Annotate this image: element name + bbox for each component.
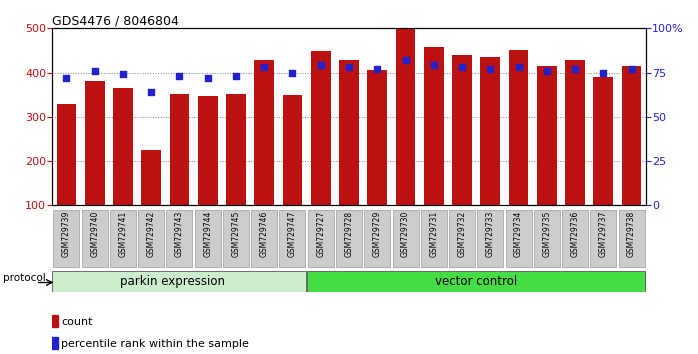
- FancyBboxPatch shape: [591, 210, 616, 267]
- Text: GSM729744: GSM729744: [203, 211, 212, 257]
- Point: [287, 70, 298, 75]
- Text: GSM729734: GSM729734: [514, 211, 523, 257]
- Text: GSM729729: GSM729729: [373, 211, 382, 257]
- Point: [202, 75, 214, 81]
- Point: [117, 72, 128, 77]
- Text: GSM729746: GSM729746: [260, 211, 269, 257]
- Text: GSM729731: GSM729731: [429, 211, 438, 257]
- Bar: [113, 88, 133, 205]
- Point: [230, 73, 242, 79]
- FancyBboxPatch shape: [82, 210, 107, 267]
- Bar: [339, 60, 359, 205]
- Bar: [452, 55, 472, 205]
- Point: [428, 63, 439, 68]
- FancyBboxPatch shape: [167, 210, 193, 267]
- Bar: [85, 81, 105, 205]
- Point: [484, 66, 496, 72]
- Point: [400, 57, 411, 63]
- Text: vector control: vector control: [435, 275, 517, 288]
- FancyBboxPatch shape: [279, 210, 306, 267]
- Point: [513, 64, 524, 70]
- FancyBboxPatch shape: [392, 210, 419, 267]
- Text: GSM729727: GSM729727: [316, 211, 325, 257]
- Text: GSM729736: GSM729736: [570, 211, 579, 257]
- FancyBboxPatch shape: [52, 271, 306, 292]
- Text: GSM729740: GSM729740: [90, 211, 99, 257]
- FancyBboxPatch shape: [308, 210, 334, 267]
- Text: GSM729737: GSM729737: [599, 211, 608, 257]
- Point: [626, 66, 637, 72]
- Text: GSM729728: GSM729728: [345, 211, 353, 257]
- FancyBboxPatch shape: [449, 210, 475, 267]
- FancyBboxPatch shape: [54, 210, 80, 267]
- Bar: [622, 66, 641, 205]
- Bar: [254, 60, 274, 205]
- FancyBboxPatch shape: [562, 210, 588, 267]
- Point: [597, 70, 609, 75]
- Text: count: count: [61, 317, 93, 327]
- FancyBboxPatch shape: [477, 210, 503, 267]
- Text: GSM729741: GSM729741: [119, 211, 128, 257]
- Bar: [52, 315, 57, 327]
- Bar: [424, 47, 444, 205]
- Text: GSM729745: GSM729745: [232, 211, 241, 257]
- Point: [541, 68, 552, 74]
- Text: parkin expression: parkin expression: [120, 275, 225, 288]
- FancyBboxPatch shape: [421, 210, 447, 267]
- Bar: [57, 104, 76, 205]
- Point: [456, 64, 468, 70]
- Point: [371, 66, 383, 72]
- Bar: [509, 51, 528, 205]
- Point: [174, 73, 185, 79]
- Point: [343, 64, 355, 70]
- FancyBboxPatch shape: [223, 210, 249, 267]
- Bar: [311, 51, 331, 205]
- Bar: [170, 94, 189, 205]
- FancyBboxPatch shape: [110, 210, 136, 267]
- Bar: [565, 60, 585, 205]
- Text: GSM729735: GSM729735: [542, 211, 551, 257]
- Text: GSM729743: GSM729743: [175, 211, 184, 257]
- Point: [89, 68, 101, 74]
- Point: [315, 63, 327, 68]
- Text: GDS4476 / 8046804: GDS4476 / 8046804: [52, 14, 179, 27]
- Bar: [593, 77, 613, 205]
- Point: [259, 64, 270, 70]
- Text: GSM729730: GSM729730: [401, 211, 410, 257]
- Text: percentile rank within the sample: percentile rank within the sample: [61, 339, 249, 349]
- Bar: [367, 70, 387, 205]
- FancyBboxPatch shape: [364, 210, 390, 267]
- FancyBboxPatch shape: [618, 210, 644, 267]
- FancyBboxPatch shape: [138, 210, 164, 267]
- FancyBboxPatch shape: [534, 210, 560, 267]
- Text: protocol: protocol: [3, 273, 45, 283]
- Bar: [226, 94, 246, 205]
- Bar: [283, 95, 302, 205]
- Text: GSM729739: GSM729739: [62, 211, 71, 257]
- Bar: [537, 66, 556, 205]
- Text: GSM729738: GSM729738: [627, 211, 636, 257]
- FancyBboxPatch shape: [505, 210, 531, 267]
- FancyBboxPatch shape: [195, 210, 221, 267]
- FancyBboxPatch shape: [251, 210, 277, 267]
- Text: GSM729733: GSM729733: [486, 211, 495, 257]
- Bar: [52, 337, 57, 349]
- Text: GSM729742: GSM729742: [147, 211, 156, 257]
- Text: GSM729747: GSM729747: [288, 211, 297, 257]
- FancyBboxPatch shape: [336, 210, 362, 267]
- Bar: [141, 150, 161, 205]
- FancyBboxPatch shape: [306, 271, 645, 292]
- Bar: [198, 96, 218, 205]
- Text: GSM729732: GSM729732: [457, 211, 466, 257]
- Point: [570, 66, 581, 72]
- Bar: [480, 57, 500, 205]
- Bar: [396, 11, 415, 205]
- Point: [146, 89, 157, 95]
- Point: [61, 75, 72, 81]
